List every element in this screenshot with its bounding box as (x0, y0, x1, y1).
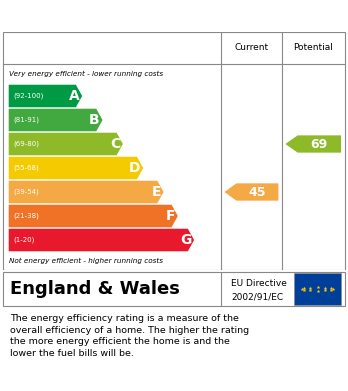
Text: E: E (151, 185, 161, 199)
Polygon shape (285, 135, 341, 152)
Text: The energy efficiency rating is a measure of the
overall efficiency of a home. T: The energy efficiency rating is a measur… (10, 314, 250, 358)
Polygon shape (9, 157, 143, 179)
Text: (1-20): (1-20) (13, 237, 34, 243)
Text: (21-38): (21-38) (13, 213, 39, 219)
Polygon shape (9, 109, 103, 131)
Polygon shape (224, 183, 278, 201)
Text: England & Wales: England & Wales (10, 280, 180, 298)
Polygon shape (9, 85, 82, 107)
Text: Energy Efficiency Rating: Energy Efficiency Rating (10, 9, 220, 23)
Bar (294, 273, 341, 305)
Polygon shape (9, 229, 194, 251)
Text: 2002/91/EC: 2002/91/EC (231, 292, 284, 301)
Text: Current: Current (234, 43, 269, 52)
Text: (92-100): (92-100) (13, 93, 43, 99)
Text: Potential: Potential (293, 43, 333, 52)
Text: 45: 45 (248, 185, 266, 199)
Polygon shape (9, 181, 164, 203)
Text: (81-91): (81-91) (13, 117, 39, 123)
Text: G: G (180, 233, 191, 247)
Text: (69-80): (69-80) (13, 141, 39, 147)
Text: D: D (129, 161, 141, 175)
Text: B: B (89, 113, 100, 127)
Text: F: F (166, 209, 175, 223)
Text: (39-54): (39-54) (13, 189, 39, 195)
Text: (55-68): (55-68) (13, 165, 39, 171)
Polygon shape (9, 205, 178, 227)
Text: EU Directive: EU Directive (231, 279, 287, 288)
Text: Not energy efficient - higher running costs: Not energy efficient - higher running co… (9, 258, 163, 264)
Text: C: C (110, 137, 120, 151)
Text: A: A (69, 89, 79, 103)
Polygon shape (9, 133, 123, 155)
Text: 69: 69 (311, 138, 328, 151)
Text: Very energy efficient - lower running costs: Very energy efficient - lower running co… (9, 71, 163, 77)
